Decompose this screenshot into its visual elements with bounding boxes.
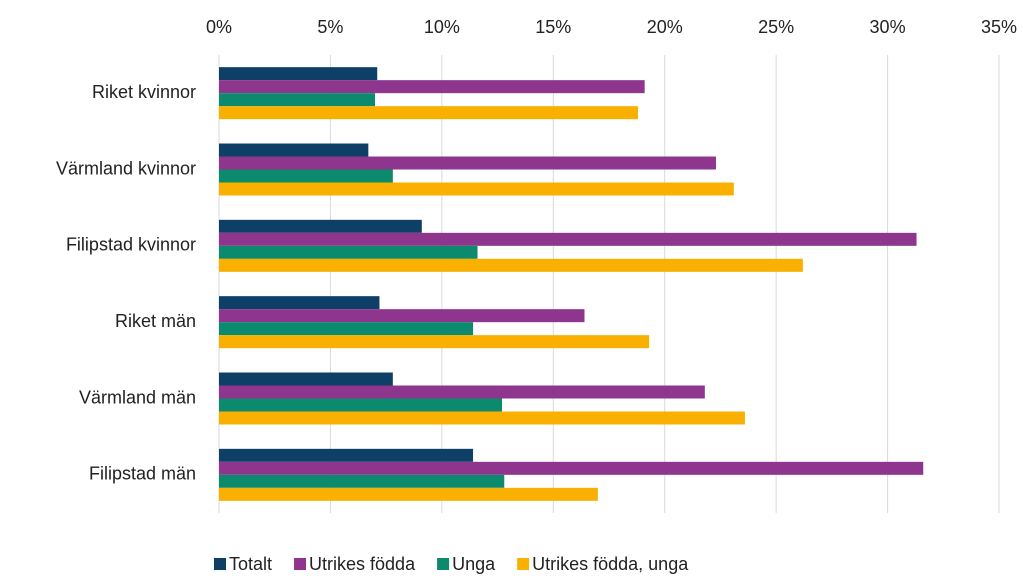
bar [219,93,375,107]
bar [219,398,503,412]
bar [219,156,716,170]
bar [219,335,650,349]
y-tick-label: Riket kvinnor [92,82,196,102]
legend-swatch [214,558,226,570]
bar [219,106,638,120]
bar [219,143,369,157]
legend-swatch [437,558,450,570]
bar [219,411,745,425]
legend-swatch [294,558,307,570]
bar [219,372,393,386]
x-tick-label: 25% [758,17,794,37]
x-tick-label: 10% [424,17,460,37]
bar [219,219,422,233]
y-tick-label: Riket män [115,311,196,331]
x-tick-label: 15% [535,17,571,37]
legend-label: Utrikes födda [309,554,416,574]
bar [219,448,474,462]
y-tick-label: Filipstad kvinnor [66,235,196,255]
bar [219,245,478,259]
x-tick-label: 30% [870,17,906,37]
bar [219,67,378,81]
legend-swatch [517,558,530,570]
legend-label: Unga [452,554,496,574]
bar [219,309,585,323]
legend-label: Utrikes födda, unga [532,554,689,574]
x-tick-label: 5% [317,17,343,37]
bar [219,258,803,272]
x-tick-label: 20% [647,17,683,37]
y-tick-label: Värmland kvinnor [56,158,196,178]
bar [219,80,645,94]
bar [219,232,917,246]
bar [219,169,393,183]
y-tick-label: Filipstad män [89,464,196,484]
y-tick-label: Värmland män [79,387,196,407]
bar [219,385,705,399]
bar [219,182,734,196]
bar [219,322,474,336]
bar [219,296,380,310]
bar [219,461,924,475]
x-tick-label: 0% [206,17,232,37]
bar [219,474,505,488]
legend-label: Totalt [229,554,272,574]
bar [219,487,598,501]
x-tick-label: 35% [981,17,1017,37]
